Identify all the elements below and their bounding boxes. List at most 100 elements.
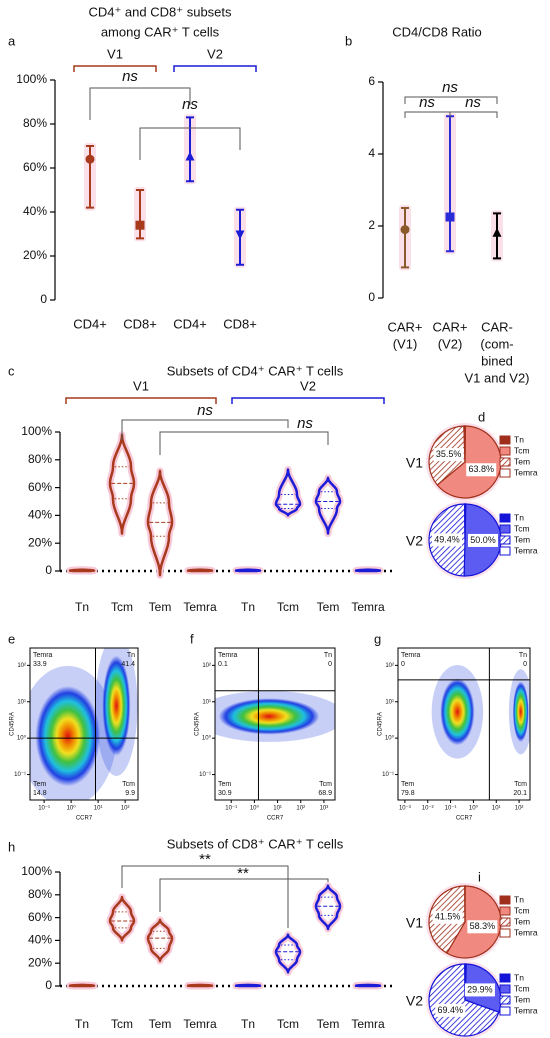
significance-bracket (89, 87, 191, 120)
density-plot (215, 690, 335, 742)
x-tick-label: 10⁻² (422, 806, 434, 812)
x-tick-label: bined (481, 353, 513, 368)
y-tick-label: 40% (28, 508, 52, 522)
quadrant-name: Temra (33, 652, 53, 659)
value-label: 50.0% (470, 535, 496, 545)
y-tick-label: 10² (385, 663, 394, 669)
x-tick-label: CD8+ (223, 316, 257, 331)
violin (146, 469, 174, 577)
legend-swatch (499, 906, 511, 916)
x-tick-label: Tn (75, 1017, 89, 1031)
quadrant-value: 9.9 (125, 790, 135, 797)
violin (146, 918, 174, 963)
legend-label: Temra (514, 467, 538, 477)
significance-label: ** (199, 851, 211, 868)
data-point (135, 220, 145, 230)
x-tick-label: (V2) (438, 336, 463, 351)
legend-label: Tn (514, 894, 524, 904)
y-tick-label: 20% (23, 248, 47, 262)
data-point (400, 225, 410, 235)
significance-bracket (449, 111, 498, 118)
significance-label: ns (122, 68, 138, 85)
legend-label: Tn (514, 972, 524, 982)
legend-swatch (499, 928, 511, 938)
density-plot (30, 648, 138, 800)
significance-label: ns (297, 415, 313, 432)
legend-label: Tem (514, 994, 530, 1004)
significance-bracket (159, 878, 329, 912)
group-bracket (173, 65, 257, 72)
chart-title: Subsets of CD8⁺ CAR⁺ T cells (167, 836, 344, 851)
density-plot (431, 665, 530, 759)
x-tick-label: 10⁻¹ (445, 806, 457, 812)
quadrant-name: Tem (33, 781, 46, 788)
legend-label: Tcm (514, 983, 530, 993)
y-tick-label: 60% (28, 910, 52, 924)
x-tick-label: CAR+ (432, 319, 467, 334)
data-point (235, 230, 245, 240)
y-tick-label: 60% (28, 480, 52, 494)
value-label: 29.9% (467, 984, 493, 994)
quadrant-value: 14.8 (33, 790, 47, 797)
y-tick-label: 100% (21, 424, 52, 438)
significance-bracket (404, 96, 498, 104)
y-tick-label: 0 (45, 563, 52, 577)
legend-label: Tem (514, 456, 530, 466)
value-label-box (467, 920, 498, 934)
y-tick-label: 10¹ (385, 699, 394, 705)
legend-label: Tcm (514, 445, 530, 455)
group-bracket (73, 65, 157, 72)
x-tick-label: 10⁰ (67, 805, 77, 812)
panel-letter: g (374, 631, 381, 646)
x-tick-label: 10⁰ (469, 805, 479, 812)
x-tick-label: CD4+ (73, 316, 107, 331)
plot-frame (29, 647, 139, 801)
quadrant-value: 30.9 (218, 790, 232, 797)
x-tick-label: Temra (183, 1017, 217, 1031)
significance-bracket (159, 431, 329, 455)
x-tick-label: Tcm (277, 1017, 299, 1031)
chart-title: CD4/CD8 Ratio (392, 24, 482, 39)
panel-letter: e (8, 631, 15, 646)
legend-label: Temra (514, 927, 538, 937)
violin (314, 884, 342, 931)
pie-name: V2 (406, 993, 423, 1009)
significance-label: ns (442, 79, 458, 96)
significance-bracket (121, 865, 289, 928)
chart-title: Subsets of CD4⁺ CAR⁺ T cells (167, 363, 344, 378)
plot-frame (397, 647, 531, 801)
x-tick-label: Tcm (277, 600, 299, 614)
x-tick-label: 10⁻¹ (225, 806, 237, 812)
chart-title: among CAR⁺ T cells (101, 24, 220, 39)
quadrant-name: Temra (401, 652, 421, 659)
density-cloud (102, 655, 131, 756)
violin (108, 895, 136, 942)
y-tick-label: 10¹ (202, 699, 211, 705)
y-tick-label: 40% (28, 933, 52, 947)
legend-label: Tcm (514, 523, 530, 533)
violin (274, 468, 302, 517)
quadrant-name: Tcm (319, 781, 332, 788)
legend-label: Temra (514, 545, 538, 555)
group-bracket (231, 397, 385, 404)
y-tick-label: 10¹ (17, 699, 26, 705)
x-tick-label: Tem (149, 600, 172, 614)
x-tick-label: Tn (241, 600, 255, 614)
density-cloud (512, 681, 529, 743)
value-label: 49.4% (434, 534, 460, 544)
data-point (445, 212, 455, 222)
quadrant-name: Tem (218, 781, 231, 788)
quadrant-value: 68.9 (318, 790, 332, 797)
plot-frame (214, 647, 336, 801)
x-axis-label: CCR7 (267, 816, 284, 822)
value-label: 41.5% (435, 912, 461, 922)
quadrant-value: 0.1 (218, 661, 228, 668)
legend-swatch (499, 524, 511, 534)
density-cloud (35, 686, 101, 787)
quadrant-name: Tn (519, 652, 527, 659)
quadrant-value: 0 (401, 661, 405, 668)
legend-swatch (499, 513, 511, 523)
error-bar (136, 189, 144, 240)
y-tick-label: 6 (368, 74, 375, 88)
legend-swatch (499, 984, 511, 994)
